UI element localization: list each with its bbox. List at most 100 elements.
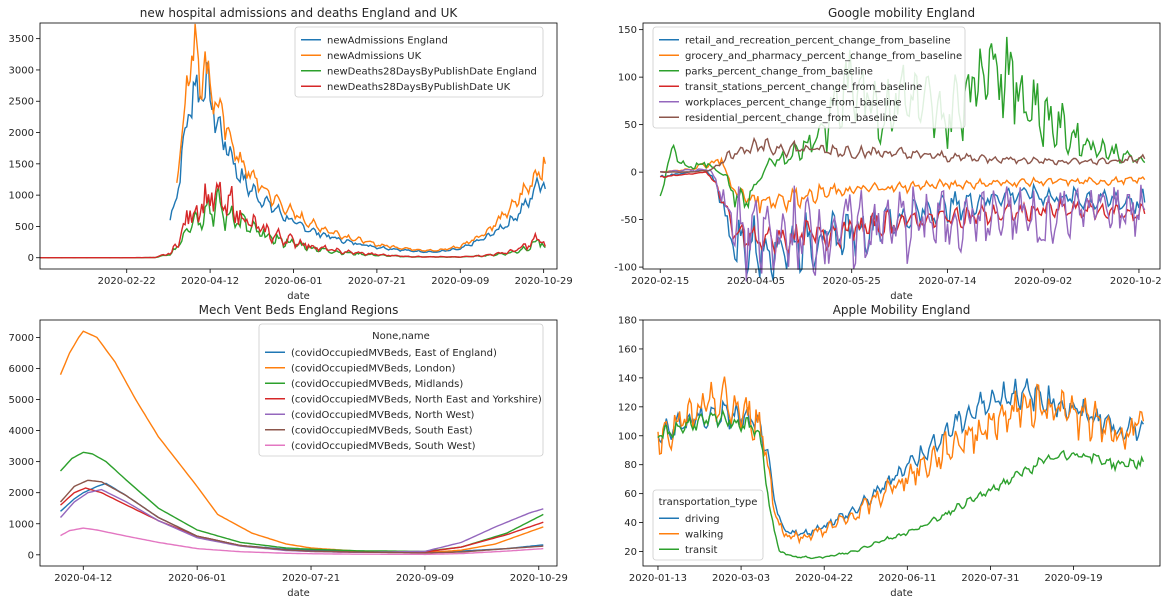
- legend-entry: transit: [685, 545, 717, 556]
- chart-mech-vent-beds-england-regions: Mech Vent Beds England Regions 0 1000 2000 3…: [9, 303, 568, 599]
- y-tick-label: 2500: [9, 97, 34, 108]
- series-line-covidoccupiedmvbeds-midlands: [59, 451, 544, 553]
- y-tick-label: 6000: [9, 364, 34, 375]
- legend-entry: retail_and_recreation_percent_change_fro…: [685, 35, 951, 46]
- plot-frame: [642, 22, 1161, 270]
- series-line-walking: [657, 376, 1145, 545]
- legend-title: transportation_type: [659, 497, 758, 508]
- x-tick-label: 2020-03-03: [712, 573, 770, 584]
- series-line-transit: [657, 408, 1145, 560]
- x-tick-label: 2020-04-22: [795, 573, 853, 584]
- x-tick-label: 2020-10-29: [510, 573, 568, 584]
- legend-entry: (covidOccupiedMVBeds, Midlands): [291, 379, 463, 390]
- x-tick-label: 2020-07-31: [961, 573, 1019, 584]
- series-line-driving: [657, 378, 1144, 537]
- chart-title: Apple Mobility England: [833, 303, 971, 317]
- y-tick-label: 40: [624, 518, 637, 529]
- y-tick-label: 50: [624, 120, 637, 131]
- series-line-covidoccupiedmvbeds-north-east-and-yorkshire: [60, 487, 544, 553]
- series-line-workplaces-percent-change-from-baseline: [660, 168, 1146, 282]
- x-tick-label: 2020-02-15: [631, 276, 689, 287]
- x-axis-label: date: [287, 291, 310, 302]
- y-tick-label: 3000: [9, 65, 34, 76]
- x-tick-label: 2020-07-14: [918, 276, 976, 287]
- legend-entry: walking: [685, 529, 723, 540]
- plot-frame: [39, 22, 558, 270]
- x-tick-label: 2020-09-09: [431, 276, 489, 287]
- legend-entry: (covidOccupiedMVBeds, South West): [291, 441, 476, 452]
- x-tick-label: 2020-09-19: [1044, 573, 1102, 584]
- series-line-covidoccupiedmvbeds-london: [59, 330, 544, 554]
- y-tick-label: -100: [614, 263, 637, 274]
- series-line-covidoccupiedmvbeds-south-west: [60, 527, 544, 556]
- series-line-newdeaths28daysbypublishdate-uk: [40, 181, 546, 259]
- y-tick-label: 150: [618, 25, 637, 36]
- series-line-covidoccupiedmvbeds-east-of-england: [60, 482, 544, 553]
- x-tick-label: 2020-09-02: [1014, 276, 1072, 287]
- x-tick-label: 2020-10-22: [1110, 276, 1162, 287]
- x-axis-label: date: [890, 291, 913, 302]
- y-tick-label: 5000: [9, 395, 34, 406]
- legend-entry: (covidOccupiedMVBeds, East of England): [291, 348, 497, 359]
- legend-box: [652, 489, 764, 561]
- y-tick-label: 0: [28, 550, 34, 561]
- x-tick-label: 2020-01-13: [629, 573, 687, 584]
- y-tick-label: 60: [624, 489, 637, 500]
- x-tick-label: 2020-02-22: [98, 276, 156, 287]
- series-line-residential-percent-change-from-baseline: [660, 136, 1146, 174]
- legend-entry: residential_percent_change_from_baseline: [685, 113, 898, 124]
- chart-title: Mech Vent Beds England Regions: [199, 303, 399, 317]
- legend: retail_and_recreation_percent_change_fro…: [652, 26, 966, 129]
- legend: None,name (covidOccupiedMVBeds, East of E…: [258, 323, 544, 457]
- legend-entry: (covidOccupiedMVBeds, South East): [291, 425, 473, 436]
- legend-entry: newDeaths28DaysByPublishDate UK: [327, 82, 511, 93]
- x-tick-label: 2020-04-12: [181, 276, 239, 287]
- chart-title: Google mobility England: [828, 6, 975, 20]
- plot-frame: [642, 319, 1161, 567]
- series-line-transit-stations-percent-change-from-baseline: [660, 171, 1146, 255]
- y-tick-label: 2000: [9, 488, 34, 499]
- y-tick-label: 7000: [9, 333, 34, 344]
- y-tick-label: 1000: [9, 519, 34, 530]
- legend-entry: newAdmissions England: [327, 35, 448, 46]
- x-tick-label: 2020-09-09: [396, 573, 454, 584]
- legend-entry: workplaces_percent_change_from_baseline: [685, 97, 902, 108]
- y-tick-label: 100: [618, 73, 637, 84]
- legend-entry: transit_stations_percent_change_from_bas…: [685, 82, 922, 93]
- y-tick-label: 3000: [9, 457, 34, 468]
- legend-entry: (covidOccupiedMVBeds, North East and Yor…: [291, 394, 542, 405]
- series-line-newdeaths28daysbypublishdate-england: [40, 186, 546, 259]
- chart-apple-mobility-england: Apple Mobility England 20 40 60 80 100 120 140 1…: [618, 303, 1161, 599]
- x-tick-label: 2020-07-21: [348, 276, 406, 287]
- y-tick-label: 500: [15, 222, 34, 233]
- x-tick-label: 2020-06-01: [168, 573, 226, 584]
- legend-entry: parks_percent_change_from_baseline: [685, 66, 873, 77]
- x-tick-label: 2020-04-05: [727, 276, 785, 287]
- legend-title: None,name: [372, 331, 430, 342]
- y-tick-label: 180: [618, 316, 637, 327]
- x-axis-label: date: [287, 588, 310, 599]
- legend-entry: grocery_and_pharmacy_percent_change_from…: [685, 51, 962, 62]
- chart-new-hospital-admissions-and-deaths-england-and-uk: new hospital admissions and deaths Engla…: [9, 6, 573, 302]
- plot-frame: [39, 319, 558, 567]
- y-tick-label: 4000: [9, 426, 34, 437]
- x-tick-label: 2020-05-25: [823, 276, 881, 287]
- y-tick-label: 160: [618, 344, 637, 355]
- legend-entry: driving: [685, 514, 720, 525]
- chart-google-mobility-england: Google mobility England -100 -50 0 50 100 150 2…: [614, 6, 1162, 302]
- y-tick-label: 1000: [9, 191, 34, 202]
- series-line-covidoccupiedmvbeds-north-west: [59, 488, 544, 553]
- y-tick-label: -50: [621, 215, 637, 226]
- legend-entry: (covidOccupiedMVBeds, London): [291, 363, 455, 374]
- legend-box: [258, 323, 544, 457]
- y-tick-label: 20: [624, 547, 637, 558]
- legend-entry: newAdmissions UK: [327, 51, 422, 62]
- legend-entry: (covidOccupiedMVBeds, North West): [291, 410, 475, 421]
- chart-title: new hospital admissions and deaths Engla…: [140, 6, 459, 20]
- legend-box: [652, 26, 966, 129]
- y-tick-label: 2000: [9, 128, 34, 139]
- x-axis-label: date: [890, 588, 913, 599]
- series-line-newadmissions-uk: [176, 23, 546, 252]
